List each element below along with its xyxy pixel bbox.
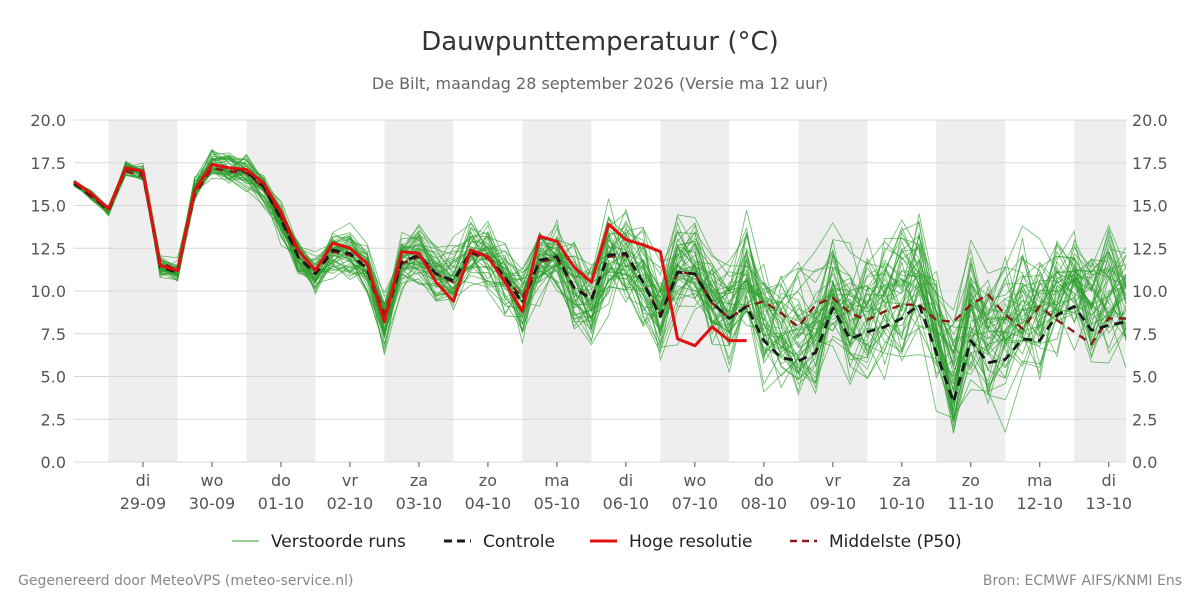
y-tick-label: 20.0 bbox=[30, 111, 66, 130]
legend: Verstoorde runs Controle Hoge resolutie Mid… bbox=[232, 532, 962, 552]
y-tick-label: 17.5 bbox=[30, 154, 66, 173]
main-series bbox=[73, 163, 1127, 404]
x-tick-date: 06-10 bbox=[603, 494, 650, 513]
x-tick-weekday: di bbox=[1101, 471, 1116, 490]
x-tick-weekday: zo bbox=[479, 471, 497, 490]
y-tick-label-right: 15.0 bbox=[1132, 197, 1168, 216]
y-axis-right: 0.0 2.5 5.0 7.5 10.0 12.5 15.0 17.5 20.0 bbox=[1132, 111, 1168, 472]
ensemble-member-line bbox=[73, 160, 1127, 433]
x-tick-date: 01-10 bbox=[258, 494, 305, 513]
legend-label: Hoge resolutie bbox=[629, 532, 753, 552]
x-tick-date: 13-10 bbox=[1086, 494, 1133, 513]
chart-title: Dauwpunttemperatuur (°C) bbox=[421, 27, 779, 57]
x-tick-weekday: di bbox=[136, 471, 151, 490]
legend-label: Controle bbox=[483, 532, 555, 552]
y-tick-label: 12.5 bbox=[30, 239, 66, 258]
y-tick-label-right: 17.5 bbox=[1132, 154, 1168, 173]
x-tick-date: 05-10 bbox=[534, 494, 581, 513]
x-tick-weekday: ma bbox=[544, 471, 569, 490]
x-tick-date: 08-10 bbox=[741, 494, 788, 513]
y-tick-label-right: 0.0 bbox=[1132, 453, 1157, 472]
x-tick-weekday: di bbox=[619, 471, 634, 490]
x-tick-weekday: wo bbox=[201, 471, 224, 490]
x-tick-weekday: wo bbox=[683, 471, 706, 490]
y-tick-label: 10.0 bbox=[30, 282, 66, 301]
y-tick-label-right: 12.5 bbox=[1132, 239, 1168, 258]
series-controle bbox=[73, 163, 1127, 404]
x-tick-date: 09-10 bbox=[810, 494, 857, 513]
ensemble-member-line bbox=[73, 157, 1127, 405]
legend-label: Verstoorde runs bbox=[271, 532, 406, 552]
y-tick-label-right: 10.0 bbox=[1132, 282, 1168, 301]
x-tick-weekday: do bbox=[754, 471, 774, 490]
x-tick-date: 12-10 bbox=[1017, 494, 1064, 513]
footer-left: Gegenereerd door MeteoVPS (meteo-service… bbox=[18, 573, 353, 589]
y-tick-label: 0.0 bbox=[41, 453, 66, 472]
x-tick-weekday: za bbox=[410, 471, 428, 490]
x-tick-date: 30-09 bbox=[189, 494, 236, 513]
x-tick-weekday: za bbox=[893, 471, 911, 490]
x-tick-weekday: ma bbox=[1027, 471, 1052, 490]
y-tick-label: 15.0 bbox=[30, 197, 66, 216]
chart-subtitle: De Bilt, maandag 28 september 2026 (Vers… bbox=[372, 74, 828, 93]
y-tick-label: 7.5 bbox=[41, 325, 66, 344]
ensemble-member-line bbox=[73, 154, 1127, 370]
x-tick-weekday: do bbox=[271, 471, 291, 490]
y-axis-left: 0.0 2.5 5.0 7.5 10.0 12.5 15.0 17.5 20.0 bbox=[30, 111, 66, 472]
x-tick-date: 04-10 bbox=[465, 494, 512, 513]
x-tick-date: 02-10 bbox=[327, 494, 374, 513]
ensemble-member-line bbox=[73, 154, 1127, 371]
x-tick-date: 11-10 bbox=[948, 494, 995, 513]
footer-right: Bron: ECMWF AIFS/KNMI Ens bbox=[983, 573, 1182, 589]
ensemble-member-line bbox=[73, 157, 1127, 396]
x-tick-weekday: vr bbox=[342, 471, 358, 490]
y-tick-label-right: 2.5 bbox=[1132, 410, 1157, 429]
y-tick-label-right: 5.0 bbox=[1132, 368, 1157, 387]
x-tick-weekday: vr bbox=[825, 471, 841, 490]
x-tick-weekday: zo bbox=[962, 471, 980, 490]
x-tick-date: 10-10 bbox=[879, 494, 926, 513]
x-tick-date: 29-09 bbox=[120, 494, 167, 513]
x-tick-date: 07-10 bbox=[672, 494, 719, 513]
ensemble-member-line bbox=[73, 157, 1127, 434]
y-tick-label: 5.0 bbox=[41, 368, 66, 387]
x-axis: di 29-09 wo 30-09 do 01-10 vr 02-10 za 03-10 zo 04-… bbox=[120, 462, 1132, 513]
x-tick-date: 03-10 bbox=[396, 494, 443, 513]
y-tick-label-right: 7.5 bbox=[1132, 325, 1157, 344]
legend-label: Middelste (P50) bbox=[829, 532, 962, 552]
y-tick-label-right: 20.0 bbox=[1132, 111, 1168, 130]
series-hoge-resolutie bbox=[73, 163, 747, 348]
y-tick-label: 2.5 bbox=[41, 410, 66, 429]
